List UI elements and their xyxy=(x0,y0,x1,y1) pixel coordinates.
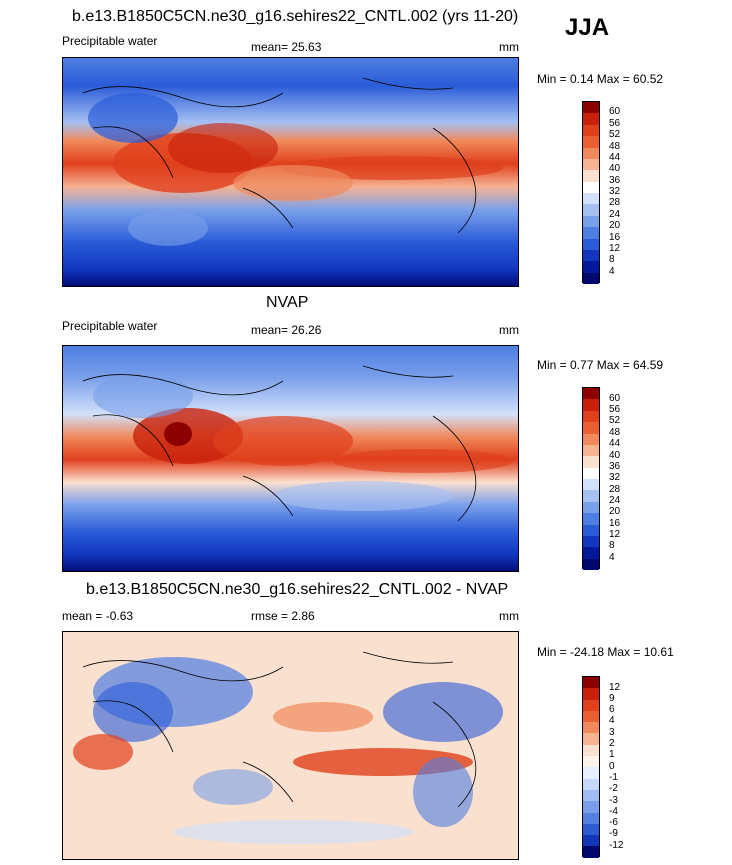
panel1-tick: 24 xyxy=(609,209,621,220)
panel3-tick: 2 xyxy=(609,738,615,749)
panel3-tick: 1 xyxy=(609,749,615,760)
panel2-map-field xyxy=(63,346,518,571)
panel2-tick: 32 xyxy=(609,472,621,483)
panel1-tick: 8 xyxy=(609,254,615,265)
panel3-units: mm xyxy=(499,609,519,623)
panel1-tick: 16 xyxy=(609,232,621,243)
panel1-tick: 4 xyxy=(609,266,615,277)
panel3-tick: 0 xyxy=(609,761,615,772)
panel3-map xyxy=(62,631,519,860)
panel2-tick: 8 xyxy=(609,540,615,551)
panel3-title: b.e13.B1850C5CN.ne30_g16.sehires22_CNTL.… xyxy=(86,581,509,598)
panel3-tick: 12 xyxy=(609,682,621,693)
panel2-tick: 56 xyxy=(609,404,621,415)
panel3-tick: -2 xyxy=(609,783,618,794)
panel2-tick: 52 xyxy=(609,415,621,426)
panel2-tick: 28 xyxy=(609,484,621,495)
panel3-tick: -12 xyxy=(609,840,624,851)
panel1-tick: 36 xyxy=(609,175,621,186)
panel1-colorbar xyxy=(582,101,600,284)
panel3-tick: -1 xyxy=(609,772,618,783)
panel2-tick: 20 xyxy=(609,506,621,517)
panel1-tick: 28 xyxy=(609,197,621,208)
panel1-tick: 44 xyxy=(609,152,621,163)
panel1-map xyxy=(62,57,519,287)
panel2-title: NVAP xyxy=(266,294,309,311)
panel2-tick: 4 xyxy=(609,552,615,563)
panel3-tick: 3 xyxy=(609,727,615,738)
panel1-variable-label: Precipitable water xyxy=(62,34,158,48)
panel1-mean-label: mean= 25.63 xyxy=(251,40,322,54)
panel3-tick: -4 xyxy=(609,806,618,817)
panel2-tick: 60 xyxy=(609,393,621,404)
panel2-tick: 40 xyxy=(609,450,621,461)
panel3-tick: -9 xyxy=(609,828,618,839)
panel1-tick: 52 xyxy=(609,129,621,140)
panel1-tick: 60 xyxy=(609,106,621,117)
panel2-tick: 12 xyxy=(609,529,621,540)
panel2-tick: 16 xyxy=(609,518,621,529)
panel3-mean-label: mean = -0.63 xyxy=(62,609,134,623)
panel2-tick: 44 xyxy=(609,438,621,449)
panel3-tick: -6 xyxy=(609,817,618,828)
panel1-tick: 48 xyxy=(609,141,621,152)
panel1-map-field xyxy=(63,58,518,286)
panel1-units: mm xyxy=(499,40,519,54)
panel2-colorbar xyxy=(582,387,600,570)
panel1-tick: 20 xyxy=(609,220,621,231)
panel3-tick: 6 xyxy=(609,704,615,715)
panel2-minmax: Min = 0.77 Max = 64.59 xyxy=(537,358,664,372)
panel1-title: b.e13.B1850C5CN.ne30_g16.sehires22_CNTL.… xyxy=(72,8,519,25)
panel3-colorbar xyxy=(582,676,600,858)
panel2-mean-label: mean= 26.26 xyxy=(251,323,322,337)
panel2-tick: 36 xyxy=(609,461,621,472)
panel3-map-field xyxy=(63,632,518,859)
panel3-minmax: Min = -24.18 Max = 10.61 xyxy=(537,645,674,659)
panel1-minmax: Min = 0.14 Max = 60.52 xyxy=(537,72,664,86)
panel2-tick: 24 xyxy=(609,495,621,506)
panel1-tick: 12 xyxy=(609,243,621,254)
panel1-tick: 32 xyxy=(609,186,621,197)
panel1-tick: 56 xyxy=(609,118,621,129)
panel2-units: mm xyxy=(499,323,519,337)
panel2-map xyxy=(62,345,519,572)
panel3-tick: -3 xyxy=(609,795,618,806)
panel3-tick: 4 xyxy=(609,715,615,726)
season-label: JJA xyxy=(565,14,610,41)
panel3-rmse-label: rmse = 2.86 xyxy=(251,609,315,623)
panel2-tick: 48 xyxy=(609,427,621,438)
panel3-tick: 9 xyxy=(609,693,615,704)
panel2-variable-label: Precipitable water xyxy=(62,319,158,333)
panel1-tick: 40 xyxy=(609,163,621,174)
